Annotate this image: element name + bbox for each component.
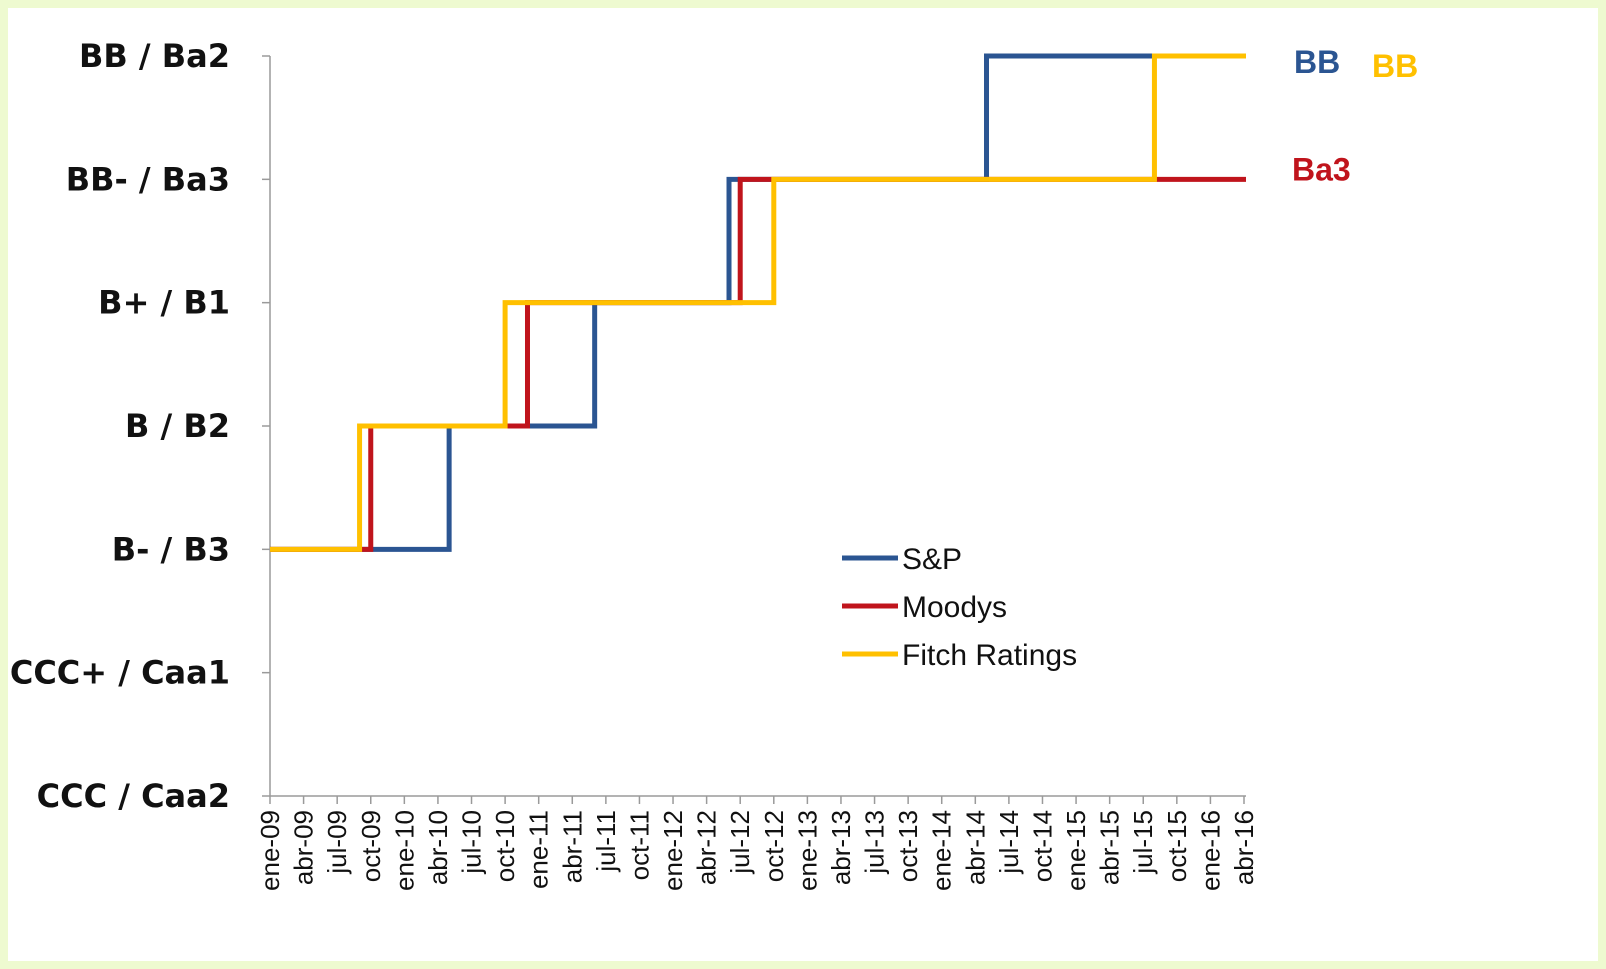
x-tick-label: ene-09	[255, 810, 285, 891]
x-tick-label: oct-12	[759, 810, 789, 882]
x-tick-label: ene-10	[389, 810, 419, 891]
x-axis-labels: ene-09 abr-09 jul-09 oct-09 ene-10 abr-10 jul-…	[255, 810, 1259, 891]
end-label-s-p: BB	[1294, 44, 1340, 80]
x-tick-label: ene-14	[927, 810, 957, 891]
x-tick-label: abr-13	[826, 810, 856, 885]
x-tick-label: jul-09	[322, 810, 352, 875]
chart-frame: CCC / Caa2 CCC+ / Caa1 B- / B3 B / B2 B+ / B…	[8, 8, 1598, 961]
x-tick-label: abr-11	[557, 810, 587, 883]
x-tick-label: oct-10	[490, 810, 520, 882]
x-tick-label: ene-12	[658, 810, 688, 891]
end-label-fitch-ratings: BB	[1372, 48, 1418, 84]
legend-label-moodys: Moodys	[902, 591, 1007, 624]
y-tick-label: CCC / Caa2	[37, 777, 230, 815]
x-tick-label: abr-10	[423, 810, 453, 885]
x-tick-label: ene-15	[1061, 810, 1091, 891]
y-tick-label: B / B2	[125, 407, 230, 445]
x-tick-label: oct-09	[356, 810, 386, 882]
x-tick-label: ene-11	[524, 810, 554, 889]
x-tick-label: abr-09	[289, 810, 319, 885]
x-tick-label: abr-14	[960, 810, 990, 885]
x-tick-label: oct-13	[893, 810, 923, 882]
x-tick-label: jul-12	[725, 810, 755, 875]
ratings-step-chart: CCC / Caa2 CCC+ / Caa1 B- / B3 B / B2 B+ / B…	[10, 37, 1418, 891]
y-tick-label: B- / B3	[112, 530, 230, 568]
axes	[262, 55, 1246, 804]
legend: S&P Moodys Fitch Ratings	[842, 543, 1077, 672]
x-tick-label: abr-12	[692, 810, 722, 885]
x-tick-label: jul-11	[591, 810, 621, 873]
y-tick-label: BB / Ba2	[79, 37, 230, 75]
x-tick-label: jul-13	[860, 810, 890, 875]
y-tick-label: B+ / B1	[98, 284, 230, 322]
end-label-moodys: Ba3	[1292, 151, 1351, 187]
x-tick-label: oct-11	[624, 810, 654, 880]
x-tick-label: abr-15	[1095, 810, 1125, 885]
y-axis-labels: CCC / Caa2 CCC+ / Caa1 B- / B3 B / B2 B+ / B…	[10, 37, 230, 815]
series-line-moodys	[270, 176, 1246, 552]
x-tick-label: oct-14	[1027, 810, 1057, 882]
end-labels: BB Ba3 BB	[1292, 44, 1418, 187]
x-tick-label: abr-16	[1229, 810, 1259, 885]
y-tick-label: BB- / Ba3	[66, 160, 230, 198]
x-tick-label: ene-13	[792, 810, 822, 891]
legend-label-s-p: S&P	[902, 543, 962, 576]
x-tick-label: ene-16	[1195, 810, 1225, 891]
x-tick-label: oct-15	[1162, 810, 1192, 882]
x-tick-label: jul-14	[994, 810, 1024, 875]
series-lines	[270, 53, 1246, 552]
x-tick-label: jul-15	[1128, 810, 1158, 875]
legend-label-fitch-ratings: Fitch Ratings	[902, 639, 1077, 672]
y-tick-label: CCC+ / Caa1	[10, 654, 230, 692]
series-line-fitch-ratings	[270, 53, 1246, 552]
x-tick-label: jul-10	[457, 810, 487, 875]
